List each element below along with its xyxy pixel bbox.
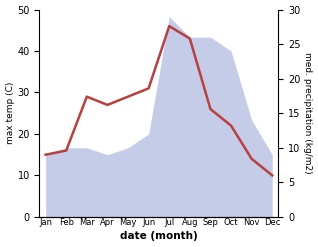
Y-axis label: med. precipitation (kg/m2): med. precipitation (kg/m2)	[303, 52, 313, 174]
X-axis label: date (month): date (month)	[120, 231, 198, 242]
Y-axis label: max temp (C): max temp (C)	[5, 82, 15, 144]
